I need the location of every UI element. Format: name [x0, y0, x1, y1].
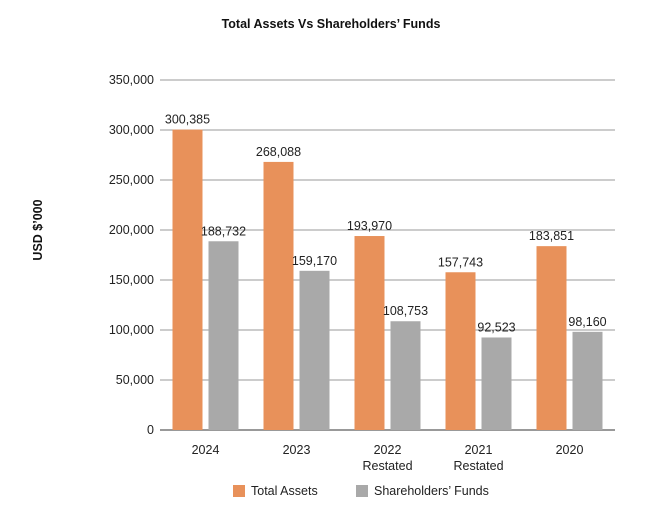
x-tick-label-line: 2020: [556, 443, 584, 457]
data-label: 183,851: [529, 229, 574, 243]
data-label: 92,523: [477, 320, 515, 334]
x-tick-label-line: 2021: [465, 443, 493, 457]
data-label: 188,732: [201, 224, 246, 238]
y-tick-label: 100,000: [109, 323, 154, 337]
y-tick-label: 150,000: [109, 273, 154, 287]
data-label: 108,753: [383, 304, 428, 318]
bar: [536, 246, 567, 430]
x-tick-label: 2020: [556, 443, 584, 457]
x-tick-label-line: 2023: [283, 443, 311, 457]
x-tick-label-line: 2022: [374, 443, 402, 457]
y-tick-label: 300,000: [109, 123, 154, 137]
bar: [208, 241, 239, 430]
x-tick-label-line: Restated: [453, 459, 503, 473]
x-tick-label-line: 2024: [192, 443, 220, 457]
x-tick-label-line: Restated: [362, 459, 412, 473]
legend-swatch: [233, 485, 245, 497]
y-tick-label: 350,000: [109, 73, 154, 87]
legend-label: Shareholders’ Funds: [374, 484, 489, 498]
data-label: 268,088: [256, 145, 301, 159]
chart-title: Total Assets Vs Shareholders’ Funds: [221, 17, 441, 31]
x-tick-label: 2021 Restated: [453, 443, 503, 473]
bar: [445, 272, 476, 430]
bar: [390, 321, 421, 430]
x-tick-label: 2023: [283, 443, 311, 457]
y-axis-label: USD $’000: [31, 199, 45, 260]
x-tick-label: 2022 Restated: [362, 443, 412, 473]
bar: [299, 270, 330, 430]
bar: [572, 331, 603, 430]
y-tick-label: 0: [147, 423, 154, 437]
legend-swatch: [356, 485, 368, 497]
data-label: 300,385: [165, 113, 210, 127]
bar: [481, 337, 512, 430]
legend-label: Total Assets: [251, 484, 318, 498]
data-label: 157,743: [438, 255, 483, 269]
y-tick-label: 250,000: [109, 173, 154, 187]
bar: [172, 129, 203, 431]
data-label: 159,170: [292, 254, 337, 268]
bar: [263, 161, 294, 431]
x-tick-label: 2024: [192, 443, 220, 457]
data-label: 98,160: [568, 315, 606, 329]
bar: [354, 236, 385, 430]
y-tick-label: 50,000: [116, 373, 154, 387]
y-tick-label: 200,000: [109, 223, 154, 237]
data-label: 193,970: [347, 219, 392, 233]
